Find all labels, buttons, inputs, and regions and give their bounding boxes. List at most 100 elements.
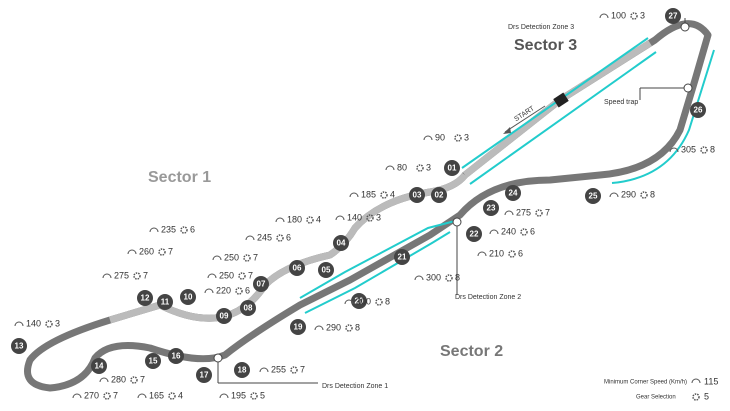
corner-speed: 195	[231, 390, 246, 400]
turn-number: 27	[669, 12, 678, 21]
speed-icon	[691, 378, 701, 384]
turn-badge	[253, 276, 269, 292]
corner-gear: 6	[245, 285, 250, 295]
turn-badge	[333, 235, 349, 251]
gear-icon	[158, 248, 166, 256]
gear-icon	[180, 226, 188, 234]
corner-speed: 90	[435, 132, 445, 142]
turn-badge	[137, 290, 153, 306]
corner-gear: 4	[390, 189, 395, 199]
turn-badge	[431, 187, 447, 203]
gear-icon	[306, 216, 314, 224]
drs-label: Drs Detection Zone 1	[322, 383, 388, 390]
drs-zone	[299, 220, 456, 299]
speed-icon	[477, 251, 487, 257]
drs-label: Drs Detection Zone 3	[508, 24, 574, 31]
main-straight	[462, 40, 652, 178]
gear-icon	[640, 191, 648, 199]
turn-badge	[483, 200, 499, 216]
turn-badge	[409, 187, 425, 203]
speed-trap-point	[683, 83, 693, 93]
turn-number: 12	[141, 294, 150, 303]
legend-example: 115	[704, 376, 718, 386]
corner-gear: 5	[260, 390, 265, 400]
corner-gear: 3	[376, 212, 381, 222]
corner-gear: 7	[168, 246, 173, 256]
gear-icon	[700, 146, 708, 154]
gear-icon	[250, 392, 258, 400]
turn-badge	[585, 188, 601, 204]
speed-icon	[149, 227, 159, 233]
corner-gear: 4	[178, 390, 183, 400]
corner-speed: 100	[611, 10, 626, 20]
turn-number: 05	[322, 266, 331, 275]
gear-icon	[243, 254, 251, 262]
speed-icon	[349, 192, 359, 198]
speed-icon	[344, 299, 354, 305]
corner-speed: 185	[361, 189, 376, 199]
turn-number: 09	[220, 312, 229, 321]
drs-zone	[461, 37, 649, 169]
turn-number: 03	[413, 191, 422, 200]
turn-badge	[690, 102, 706, 118]
speed-icon	[335, 215, 345, 221]
turn-badge	[318, 262, 334, 278]
corner-speed: 305	[681, 144, 696, 154]
turn-badge	[168, 348, 184, 364]
speed-icon	[414, 275, 424, 281]
turn-number: 26	[694, 106, 703, 115]
corner-speed: 260	[139, 246, 154, 256]
turn-number: 10	[184, 293, 193, 302]
gear-icon	[692, 393, 700, 401]
corner-speed: 140	[347, 212, 362, 222]
corner-gear: 8	[455, 272, 460, 282]
gear-icon	[45, 320, 53, 328]
corner-speed: 300	[426, 272, 441, 282]
gear-icon	[508, 250, 516, 258]
corner-speed: 270	[84, 390, 99, 400]
corner-gear: 6	[518, 248, 523, 258]
corner-speed: 80	[397, 162, 407, 172]
corner-gear: 3	[464, 132, 469, 142]
speed-icon	[275, 217, 285, 223]
turn-number: 20	[355, 297, 364, 306]
turn-badge	[196, 367, 212, 383]
legend-label: Minimum Corner Speed (Km/h)	[604, 380, 687, 386]
speed-icon	[212, 255, 222, 261]
gear-icon	[366, 214, 374, 222]
gear-icon	[380, 191, 388, 199]
speed-icon	[219, 393, 229, 399]
corner-gear: 7	[113, 390, 118, 400]
speed-icon	[207, 273, 217, 279]
gear-icon	[133, 272, 141, 280]
turn-badge	[466, 226, 482, 242]
speed-icon	[385, 165, 395, 171]
corner-speed: 290	[326, 322, 341, 332]
turn-number: 11	[161, 298, 170, 307]
drs-zone	[611, 49, 715, 184]
speed-icon	[127, 249, 137, 255]
corner-gear: 7	[143, 270, 148, 280]
turn-number: 23	[487, 204, 496, 213]
turn-badge	[351, 293, 367, 309]
drs-zone	[469, 51, 657, 185]
turn-number: 13	[15, 342, 24, 351]
corner-gear: 6	[286, 232, 291, 242]
turn-badge	[216, 308, 232, 324]
speed-icon	[14, 321, 24, 327]
speed-icon	[204, 288, 214, 294]
gear-icon	[416, 164, 424, 172]
corner-gear: 8	[650, 189, 655, 199]
turn-number: 17	[200, 371, 209, 380]
legend-example: 5	[704, 391, 709, 401]
corner-gear: 3	[55, 318, 60, 328]
speed-icon	[72, 393, 82, 399]
turn-number: 16	[172, 352, 181, 361]
corner-speed: 290	[621, 189, 636, 199]
corner-speed: 280	[111, 374, 126, 384]
speed-icon	[423, 135, 433, 141]
corner-gear: 6	[530, 226, 535, 236]
turn-badge	[11, 338, 27, 354]
start-arrow-head	[503, 127, 511, 134]
corner-speed: 250	[224, 252, 239, 262]
